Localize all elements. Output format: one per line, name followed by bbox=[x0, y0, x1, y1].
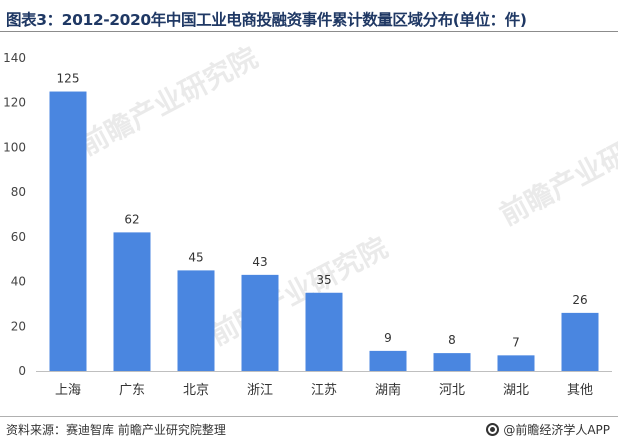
bar bbox=[369, 350, 407, 371]
y-tick-label: 20 bbox=[11, 319, 26, 333]
x-tick-label: 湖北 bbox=[503, 383, 529, 398]
data-label: 62 bbox=[124, 212, 139, 226]
chart-title: 图表3：2012-2020年中国工业电商投融资事件累计数量区域分布(单位：件) bbox=[6, 11, 527, 29]
y-tick-label: 120 bbox=[3, 96, 26, 110]
x-tick-label: 江苏 bbox=[311, 382, 337, 398]
x-tick-label: 其他 bbox=[567, 383, 593, 398]
y-tick-label: 80 bbox=[11, 185, 26, 199]
bar bbox=[113, 232, 151, 371]
bar bbox=[177, 270, 215, 371]
y-tick-label: 60 bbox=[11, 230, 26, 244]
data-label: 9 bbox=[384, 331, 392, 345]
brand-credit: @前瞻经济学人APP bbox=[486, 421, 610, 438]
y-tick-label: 0 bbox=[18, 364, 26, 378]
y-tick-label: 100 bbox=[3, 140, 26, 154]
x-tick-label: 北京 bbox=[183, 383, 209, 398]
bar bbox=[49, 91, 87, 372]
x-tick-label: 湖南 bbox=[375, 382, 401, 398]
y-axis: 0 20 40 60 80 100 120 140 bbox=[3, 51, 26, 378]
data-label: 7 bbox=[512, 335, 520, 349]
bar bbox=[305, 292, 343, 371]
bar bbox=[241, 274, 279, 371]
data-label: 8 bbox=[448, 333, 456, 347]
x-tick-label: 浙江 bbox=[247, 383, 273, 398]
title-divider bbox=[0, 31, 618, 32]
source-note: 资料来源：赛迪智库 前瞻产业研究院整理 bbox=[6, 423, 226, 437]
bar bbox=[497, 355, 535, 371]
brand-logo-icon bbox=[486, 423, 500, 436]
y-tick-label: 40 bbox=[11, 275, 26, 289]
x-axis: 上海 广东 北京 浙江 江苏 湖南 河北 湖北 其他 bbox=[36, 371, 612, 398]
data-label: 35 bbox=[316, 273, 331, 287]
data-label: 43 bbox=[252, 255, 267, 269]
y-tick-label: 140 bbox=[3, 51, 26, 65]
x-tick-label: 广东 bbox=[119, 383, 145, 398]
x-tick-label: 河北 bbox=[439, 383, 465, 398]
bars: 125 62 45 43 35 9 8 7 26 bbox=[49, 72, 599, 372]
footer-divider bbox=[0, 416, 618, 417]
x-tick-label: 上海 bbox=[55, 383, 81, 398]
brand-text: @前瞻经济学人APP bbox=[503, 423, 610, 437]
data-label: 45 bbox=[188, 250, 203, 264]
bar bbox=[561, 312, 599, 371]
bar bbox=[433, 353, 471, 371]
data-label: 125 bbox=[57, 72, 80, 86]
data-label: 26 bbox=[572, 293, 587, 307]
